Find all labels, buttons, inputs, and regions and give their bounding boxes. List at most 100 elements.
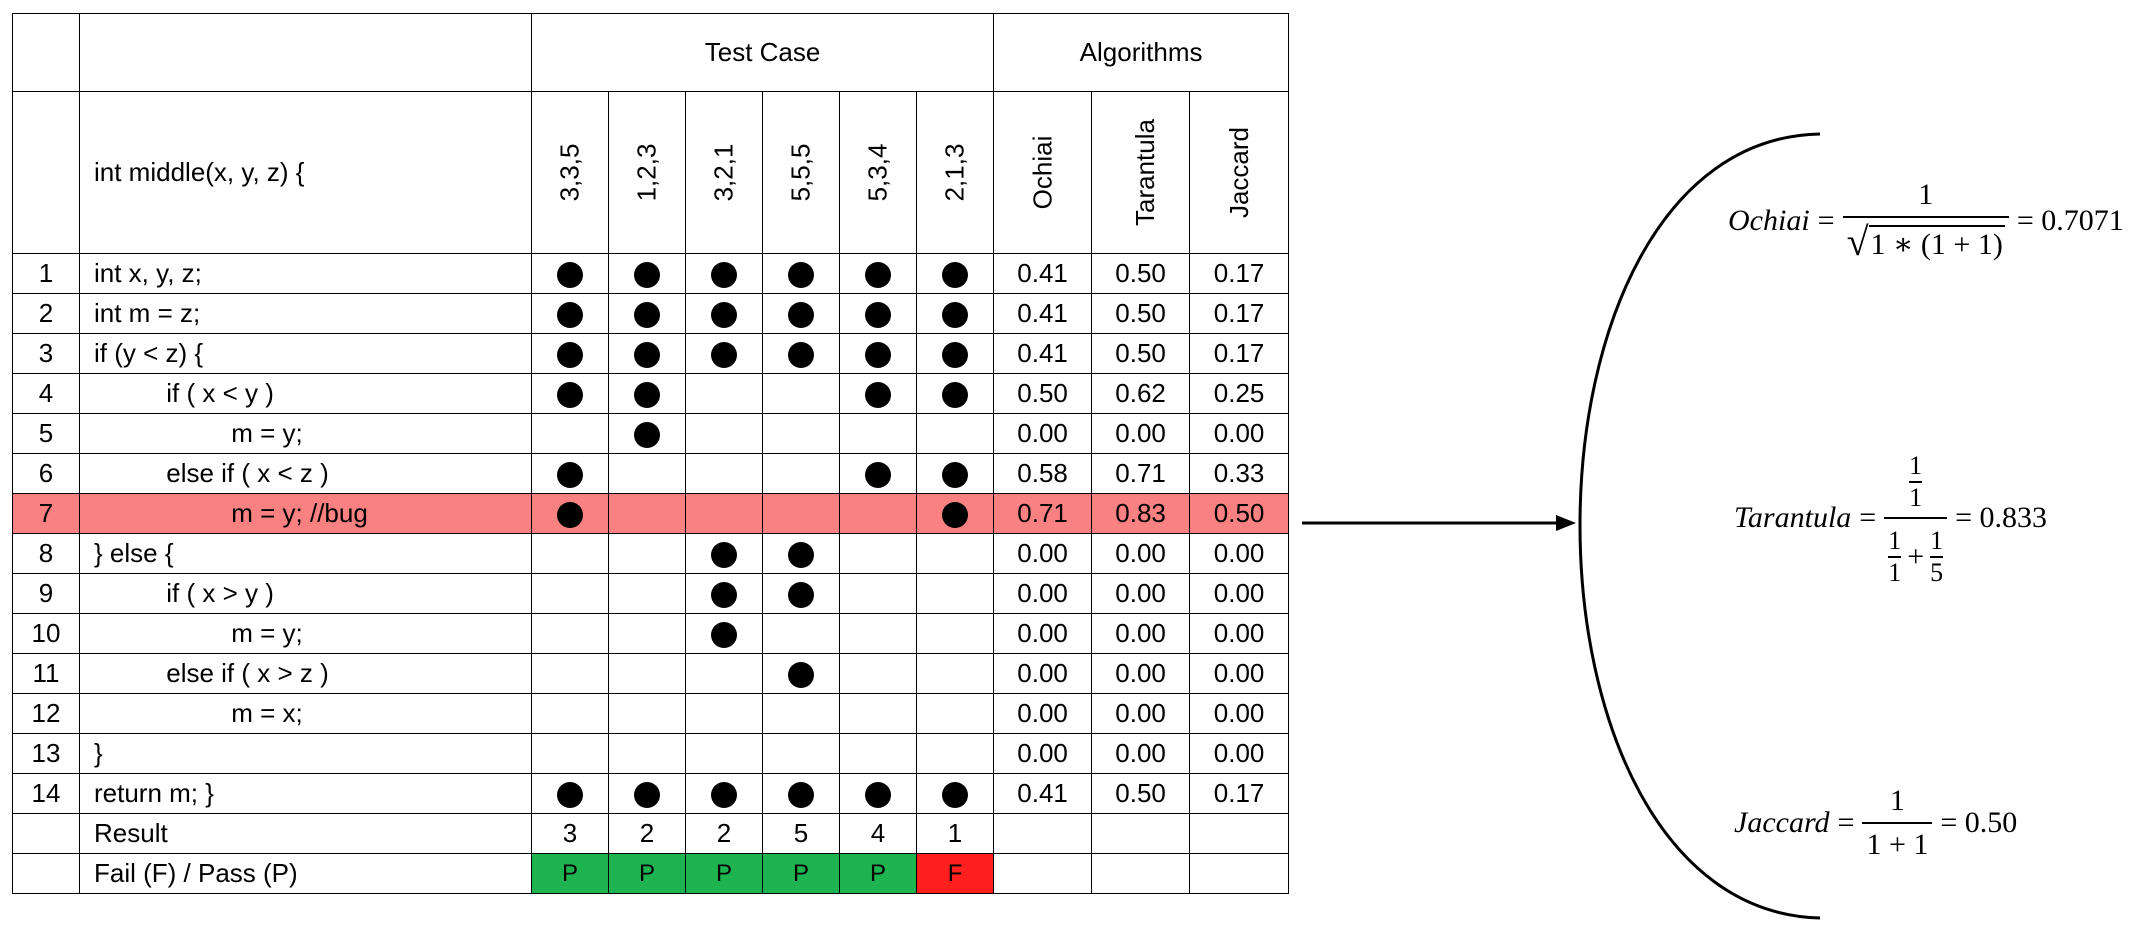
coverage-dot [865, 382, 891, 409]
coverage-cell [608, 693, 686, 734]
code-text: return m; } [79, 773, 532, 814]
coverage-cell [608, 453, 686, 494]
coverage-dot [634, 342, 660, 369]
coverage-cell [762, 293, 840, 334]
code-text: m = y; [79, 413, 532, 454]
coverage-cell [531, 653, 609, 694]
coverage-cell [839, 253, 917, 294]
code-text: if (y < z) { [79, 333, 532, 374]
coverage-cell [608, 773, 686, 814]
test-input-header-label: 5,5,5 [785, 143, 816, 202]
coverage-dot [711, 342, 737, 369]
coverage-cell [531, 773, 609, 814]
suspiciousness-score: 0.71 [1091, 453, 1191, 494]
ochiai-result: 0.7071 [2041, 203, 2124, 237]
pass-fail-badge: P [685, 853, 763, 894]
coverage-dot [557, 342, 583, 369]
coverage-dot [788, 662, 814, 689]
coverage-dot [942, 262, 969, 289]
coverage-dot [634, 422, 660, 449]
coverage-cell [531, 613, 609, 654]
suspiciousness-score: 0.41 [993, 333, 1093, 374]
result-value: 5 [762, 813, 840, 854]
coverage-dot [865, 782, 891, 809]
coverage-cell [685, 493, 763, 534]
coverage-cell [685, 693, 763, 734]
coverage-dot [711, 782, 737, 809]
suspiciousness-score: 0.00 [1091, 413, 1191, 454]
coverage-dot [865, 342, 891, 369]
coverage-cell [531, 453, 609, 494]
coverage-cell [762, 613, 840, 654]
code-line-row: 9 if ( x > y ) 0.00 0.00 0.00 [12, 573, 1290, 614]
code-line-row: 4 if ( x < y ) 0.50 0.62 0.25 [12, 373, 1290, 414]
test-input-header: 5,5,5 [762, 91, 840, 254]
coverage-cell [531, 693, 609, 734]
suspiciousness-score: 0.41 [993, 253, 1093, 294]
suspiciousness-score: 0.00 [993, 653, 1093, 694]
ochiai-name: Ochiai [1728, 203, 1810, 237]
ochiai-radicand: 1 ∗ (1 + 1) [1868, 225, 2005, 262]
code-text: else if ( x > z ) [79, 653, 532, 694]
coverage-cell [685, 573, 763, 614]
coverage-dot [788, 582, 814, 609]
tarantula-bot-b-den: 5 [1930, 556, 1944, 587]
suspiciousness-score: 0.00 [1189, 413, 1290, 454]
coverage-cell [531, 293, 609, 334]
suspiciousness-score: 0.00 [993, 573, 1093, 614]
coverage-cell [915, 773, 995, 814]
suspiciousness-score: 0.00 [1091, 533, 1191, 574]
suspiciousness-score: 0.50 [1091, 333, 1191, 374]
line-number: 5 [12, 413, 80, 454]
coverage-cell [839, 613, 917, 654]
code-line-row: 3 if (y < z) {0.41 0.50 0.17 [12, 333, 1290, 374]
jaccard-denominator: 1 + 1 [1862, 822, 1933, 862]
coverage-cell [531, 333, 609, 374]
coverage-table: Test Case Algorithms int middle(x, y, z)… [12, 13, 1290, 894]
coverage-cell [762, 333, 840, 374]
coverage-dot [711, 622, 737, 649]
line-number: 11 [12, 653, 80, 694]
suspiciousness-score: 0.00 [1189, 533, 1290, 574]
coverage-cell [531, 253, 609, 294]
coverage-cell [685, 653, 763, 694]
coverage-dot [557, 302, 583, 329]
coverage-dot [942, 342, 969, 369]
line-number: 7 [12, 493, 80, 534]
code-text: else if ( x < z ) [79, 453, 532, 494]
suspiciousness-score: 0.00 [1091, 733, 1191, 774]
suspiciousness-score: 0.58 [993, 453, 1093, 494]
coverage-cell [915, 733, 995, 774]
sqrt-icon: √ [1846, 219, 1869, 264]
algorithm-header-label: Jaccard [1223, 126, 1254, 219]
coverage-cell [915, 533, 995, 574]
coverage-dot [942, 462, 969, 489]
coverage-cell [839, 293, 917, 334]
result-value: 2 [608, 813, 686, 854]
code-line-row: 2 int m = z; 0.41 0.50 0.17 [12, 293, 1290, 334]
test-input-header: 2,1,3 [915, 91, 995, 254]
pass-fail-badge: P [762, 853, 840, 894]
coverage-cell [608, 613, 686, 654]
code-line-row: 5 m = y; 0.00 0.00 0.00 [12, 413, 1290, 454]
coverage-cell [839, 453, 917, 494]
coverage-cell [531, 413, 609, 454]
suspiciousness-score: 0.00 [1091, 613, 1191, 654]
suspiciousness-score: 0.50 [993, 373, 1093, 414]
coverage-cell [608, 333, 686, 374]
suspiciousness-score: 0.50 [1091, 773, 1191, 814]
coverage-cell [839, 533, 917, 574]
line-number: 4 [12, 373, 80, 414]
coverage-dot [942, 782, 969, 809]
suspiciousness-score: 0.41 [993, 293, 1093, 334]
suspiciousness-score: 0.00 [993, 413, 1093, 454]
coverage-cell [685, 373, 763, 414]
line-number: 8 [12, 533, 80, 574]
suspiciousness-score: 0.00 [993, 533, 1093, 574]
algorithm-header: Tarantula [1091, 91, 1191, 254]
coverage-dot [711, 302, 737, 329]
code-text: m = y; [79, 613, 532, 654]
coverage-cell [839, 693, 917, 734]
test-input-header-label: 3,2,1 [708, 143, 739, 202]
pass-fail-label: Fail (F) / Pass (P) [79, 853, 532, 894]
